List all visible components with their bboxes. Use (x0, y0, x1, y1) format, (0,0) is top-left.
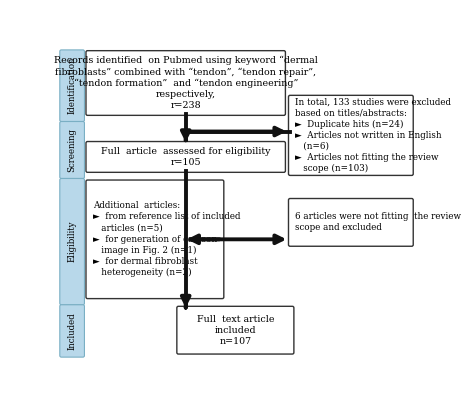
FancyBboxPatch shape (60, 179, 84, 305)
FancyBboxPatch shape (60, 122, 84, 179)
Text: Full  text article
included
n=107: Full text article included n=107 (197, 315, 274, 346)
FancyBboxPatch shape (60, 305, 84, 357)
Text: Screening: Screening (68, 128, 76, 172)
FancyBboxPatch shape (86, 141, 285, 172)
Text: Full  article  assessed for eligibility
r=105: Full article assessed for eligibility r=… (101, 147, 270, 167)
Text: Records identified  on Pubmed using keyword “dermal
fibroblasts” combined with “: Records identified on Pubmed using keywo… (54, 56, 318, 110)
Text: Identification: Identification (68, 57, 76, 114)
FancyBboxPatch shape (288, 199, 413, 246)
Text: Included: Included (68, 312, 76, 350)
FancyBboxPatch shape (177, 306, 294, 354)
Text: Additional  articles:
►  from reference list of included
   articles (n=5)
►  fo: Additional articles: ► from reference li… (93, 202, 240, 277)
Text: In total, 133 studies were excluded
based on titles/abstracts:
►  Duplicate hits: In total, 133 studies were excluded base… (294, 98, 450, 173)
FancyBboxPatch shape (288, 96, 413, 175)
FancyBboxPatch shape (86, 180, 224, 299)
Text: 6 articles were not fitting  the review
scope and excluded: 6 articles were not fitting the review s… (294, 212, 461, 233)
FancyBboxPatch shape (86, 51, 285, 115)
Text: Eligibility: Eligibility (68, 221, 76, 262)
FancyBboxPatch shape (60, 50, 84, 122)
